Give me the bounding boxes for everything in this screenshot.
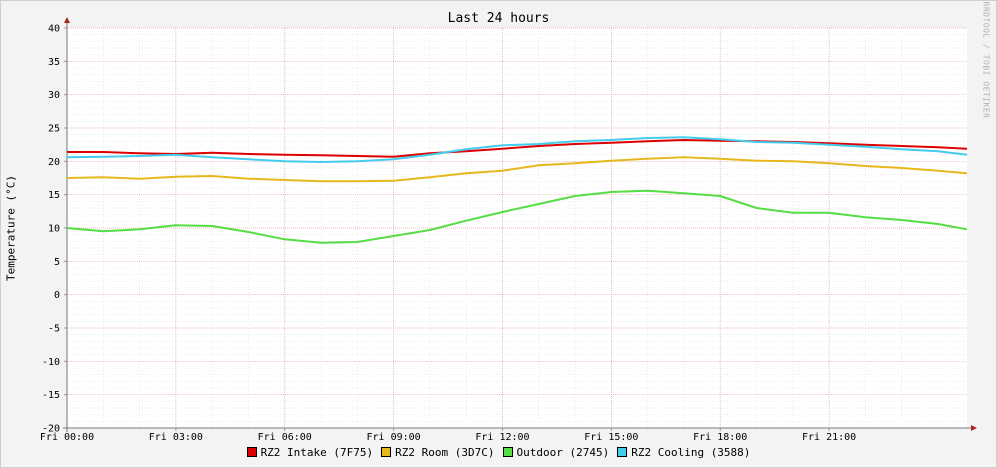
y-tick-label: 15	[48, 190, 60, 201]
x-tick-label: Fri 18:00	[693, 432, 747, 443]
y-axis-arrow	[64, 17, 70, 23]
y-tick-label: -20	[42, 424, 60, 435]
legend-label: RZ2 Room (3D7C)	[395, 446, 495, 459]
legend-label: RZ2 Intake (7F75)	[260, 446, 374, 459]
y-tick-label: 40	[48, 24, 60, 35]
x-tick-label: Fri 12:00	[475, 432, 529, 443]
y-tick-label: 20	[48, 157, 60, 168]
y-tick-label: 5	[54, 257, 60, 268]
series-line	[66, 156, 968, 183]
legend-swatch	[502, 447, 513, 457]
y-tick-label: 10	[48, 224, 60, 235]
x-axis-arrow	[971, 425, 977, 431]
y-tick-label: -10	[42, 357, 60, 368]
legend: RZ2 Intake (7F75) RZ2 Room (3D7C) Outdoor …	[0, 446, 997, 459]
x-tick-label: Fri 09:00	[367, 432, 421, 443]
legend-label: Outdoor (2745)	[516, 446, 610, 459]
x-tick-label: Fri 03:00	[149, 432, 203, 443]
y-tick-label: 25	[48, 124, 60, 135]
x-tick-label: Fri 15:00	[584, 432, 638, 443]
legend-label: RZ2 Cooling (3588)	[631, 446, 751, 459]
legend-swatch	[246, 447, 257, 457]
chart-title: Last 24 hours	[447, 11, 550, 26]
x-tick-label: Fri 00:00	[40, 432, 94, 443]
series-line	[66, 136, 968, 163]
legend-item: RZ2 Cooling (3588)	[617, 446, 750, 459]
legend-item: Outdoor (2745)	[502, 446, 610, 459]
y-tick-label: 30	[48, 90, 60, 101]
series-line	[66, 189, 968, 244]
legend-swatch	[617, 447, 628, 457]
x-tick-label: Fri 06:00	[258, 432, 312, 443]
y-tick-label: -5	[48, 324, 60, 335]
y-tick-label: -15	[42, 390, 60, 401]
y-tick-label: 0	[54, 290, 60, 301]
legend-item: RZ2 Room (3D7C)	[381, 446, 495, 459]
series-line	[67, 139, 968, 158]
legend-swatch	[381, 447, 392, 457]
x-tick-label: Fri 21:00	[802, 432, 856, 443]
y-tick-label: 35	[48, 57, 60, 68]
legend-item: RZ2 Intake (7F75)	[246, 446, 374, 459]
